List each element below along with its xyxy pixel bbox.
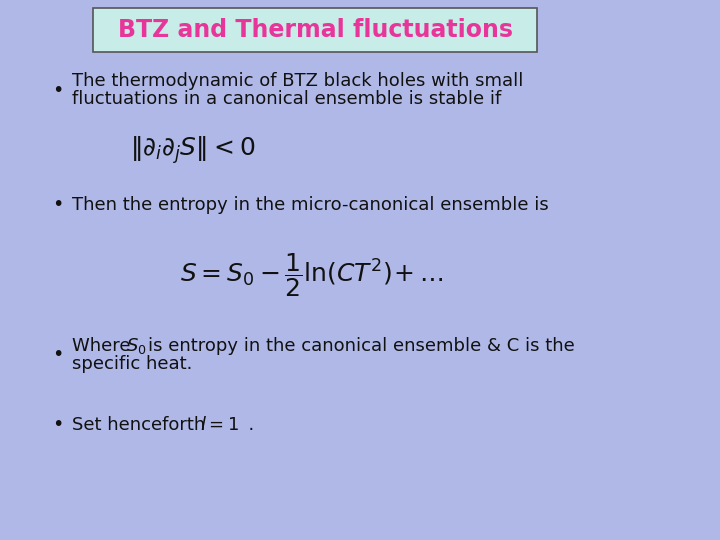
Text: Where: Where bbox=[72, 337, 136, 355]
FancyBboxPatch shape bbox=[93, 8, 537, 52]
Text: The thermodynamic of BTZ black holes with small: The thermodynamic of BTZ black holes wit… bbox=[72, 72, 523, 90]
Text: Set henceforth: Set henceforth bbox=[72, 416, 217, 434]
Text: •: • bbox=[52, 346, 63, 365]
Text: fluctuations in a canonical ensemble is stable if: fluctuations in a canonical ensemble is … bbox=[72, 90, 501, 108]
Text: •: • bbox=[52, 415, 63, 435]
Text: specific heat.: specific heat. bbox=[72, 355, 192, 373]
Text: $l = 1$: $l = 1$ bbox=[200, 416, 239, 434]
Text: •: • bbox=[52, 195, 63, 214]
Text: .: . bbox=[237, 416, 254, 434]
Text: is entropy in the canonical ensemble & C is the: is entropy in the canonical ensemble & C… bbox=[148, 337, 575, 355]
Text: $S = S_0 - \dfrac{1}{2}\ln\!\left(CT^2\right)\!+\ldots$: $S = S_0 - \dfrac{1}{2}\ln\!\left(CT^2\r… bbox=[180, 251, 444, 299]
Text: $S_0$: $S_0$ bbox=[126, 336, 147, 356]
Text: BTZ and Thermal fluctuations: BTZ and Thermal fluctuations bbox=[117, 18, 513, 42]
Text: $\|\partial_i\partial_j S\| < 0$: $\|\partial_i\partial_j S\| < 0$ bbox=[130, 134, 256, 166]
Text: •: • bbox=[52, 80, 63, 99]
Text: Then the entropy in the micro-canonical ensemble is: Then the entropy in the micro-canonical … bbox=[72, 196, 549, 214]
